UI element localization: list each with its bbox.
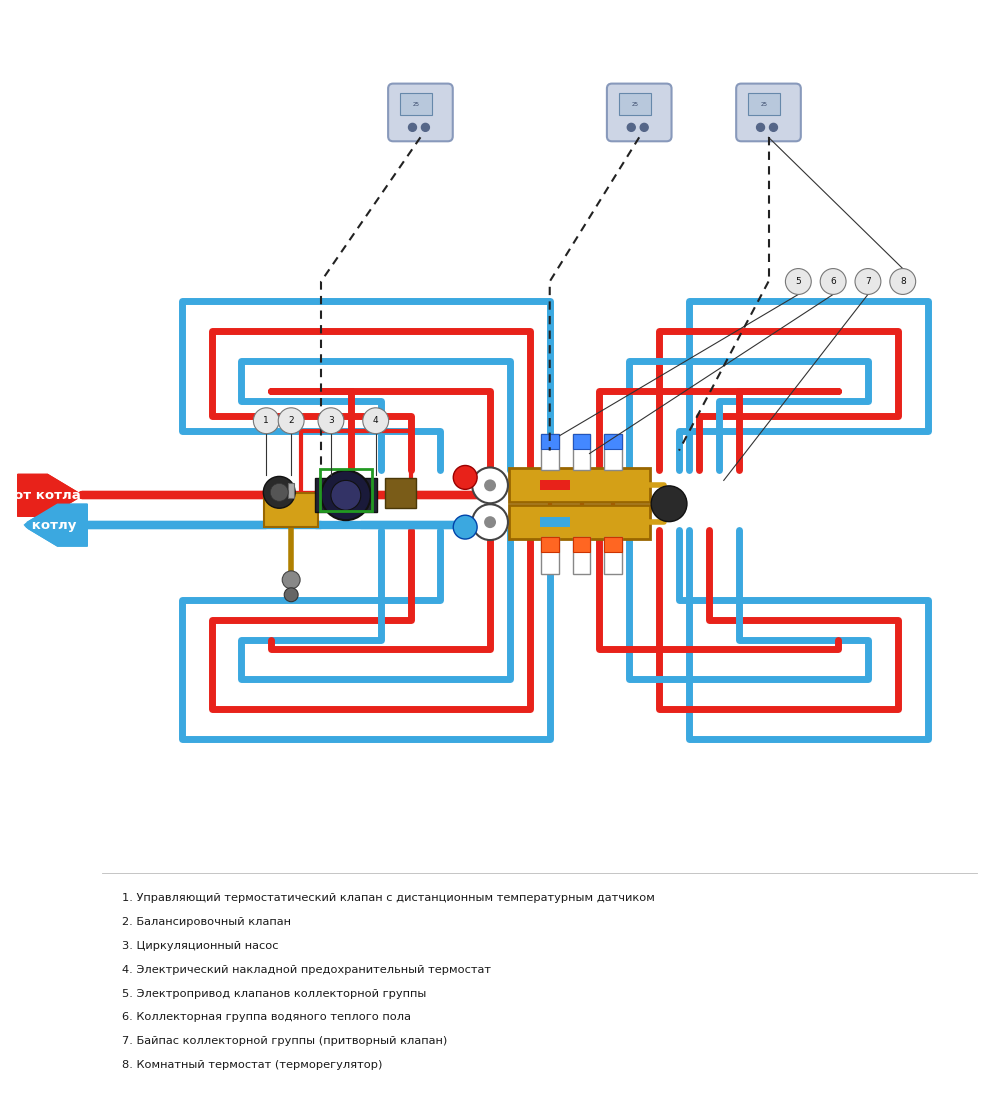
Text: 4: 4 bbox=[373, 416, 379, 426]
Text: 2. Балансировочный клапан: 2. Балансировочный клапан bbox=[122, 917, 291, 927]
Circle shape bbox=[472, 468, 508, 504]
Circle shape bbox=[855, 268, 881, 295]
Text: 3. Циркуляционный насос: 3. Циркуляционный насос bbox=[122, 940, 279, 950]
Text: к котлу: к котлу bbox=[18, 518, 77, 531]
FancyArrow shape bbox=[23, 504, 87, 546]
FancyBboxPatch shape bbox=[400, 94, 432, 115]
Text: 4. Электрический накладной предохранительный термостат: 4. Электрический накладной предохранител… bbox=[122, 965, 491, 975]
Circle shape bbox=[278, 408, 304, 433]
Circle shape bbox=[890, 268, 916, 295]
Circle shape bbox=[785, 268, 811, 295]
Text: 5. Электропривод клапанов коллекторной группы: 5. Электропривод клапанов коллекторной г… bbox=[122, 989, 426, 999]
Text: 7: 7 bbox=[865, 277, 871, 286]
FancyBboxPatch shape bbox=[604, 433, 622, 471]
Text: 1: 1 bbox=[263, 416, 269, 426]
FancyBboxPatch shape bbox=[541, 537, 559, 574]
FancyBboxPatch shape bbox=[604, 537, 622, 552]
Circle shape bbox=[651, 486, 687, 521]
FancyBboxPatch shape bbox=[385, 478, 416, 508]
FancyBboxPatch shape bbox=[573, 537, 590, 574]
FancyBboxPatch shape bbox=[388, 84, 453, 141]
Circle shape bbox=[472, 504, 508, 540]
Circle shape bbox=[820, 268, 846, 295]
Circle shape bbox=[757, 123, 765, 131]
Text: 7. Байпас коллекторной группы (притворный клапан): 7. Байпас коллекторной группы (притворны… bbox=[122, 1036, 447, 1046]
FancyBboxPatch shape bbox=[748, 94, 780, 115]
FancyBboxPatch shape bbox=[736, 84, 801, 141]
Text: 2: 2 bbox=[288, 416, 294, 426]
Circle shape bbox=[282, 571, 300, 588]
Circle shape bbox=[253, 408, 279, 433]
FancyBboxPatch shape bbox=[604, 537, 622, 574]
Circle shape bbox=[453, 465, 477, 490]
Circle shape bbox=[321, 471, 371, 520]
Circle shape bbox=[640, 123, 648, 131]
FancyBboxPatch shape bbox=[573, 537, 590, 552]
Circle shape bbox=[453, 515, 477, 539]
Bar bbox=[540, 481, 570, 491]
FancyArrow shape bbox=[18, 474, 82, 516]
Text: 1. Управляющий термостатический клапан с дистанционным температурным датчиком: 1. Управляющий термостатический клапан с… bbox=[122, 893, 655, 903]
Text: 3: 3 bbox=[328, 416, 334, 426]
Text: 25: 25 bbox=[413, 102, 420, 107]
Text: 6: 6 bbox=[830, 277, 836, 286]
Circle shape bbox=[421, 123, 429, 131]
Text: 6. Коллекторная группа водяного теплого пола: 6. Коллекторная группа водяного теплого … bbox=[122, 1012, 411, 1022]
Bar bbox=[288, 483, 294, 498]
FancyBboxPatch shape bbox=[264, 493, 318, 527]
Circle shape bbox=[331, 481, 361, 510]
Text: от котла: от котла bbox=[16, 488, 79, 502]
FancyBboxPatch shape bbox=[619, 94, 651, 115]
FancyBboxPatch shape bbox=[607, 84, 672, 141]
FancyBboxPatch shape bbox=[541, 537, 559, 552]
Circle shape bbox=[484, 516, 496, 528]
FancyBboxPatch shape bbox=[509, 469, 650, 503]
Circle shape bbox=[627, 123, 635, 131]
FancyArrow shape bbox=[18, 474, 82, 516]
FancyBboxPatch shape bbox=[541, 433, 559, 449]
FancyBboxPatch shape bbox=[573, 433, 590, 449]
FancyBboxPatch shape bbox=[573, 433, 590, 471]
Circle shape bbox=[484, 480, 496, 492]
FancyBboxPatch shape bbox=[509, 505, 650, 539]
Circle shape bbox=[270, 483, 288, 502]
FancyBboxPatch shape bbox=[315, 478, 377, 513]
FancyBboxPatch shape bbox=[541, 433, 559, 471]
Text: 5: 5 bbox=[795, 277, 801, 286]
Bar bbox=[540, 517, 570, 527]
Circle shape bbox=[769, 123, 777, 131]
FancyArrow shape bbox=[23, 504, 87, 546]
Text: к котлу: к котлу bbox=[20, 518, 75, 531]
Circle shape bbox=[263, 476, 295, 508]
Text: 25: 25 bbox=[761, 102, 768, 107]
Text: 8. Комнатный термостат (терморегулятор): 8. Комнатный термостат (терморегулятор) bbox=[122, 1060, 382, 1070]
Text: 25: 25 bbox=[631, 102, 638, 107]
Circle shape bbox=[284, 587, 298, 602]
Circle shape bbox=[318, 408, 344, 433]
Text: от котла: от котла bbox=[14, 488, 81, 502]
FancyBboxPatch shape bbox=[604, 433, 622, 449]
Circle shape bbox=[409, 123, 416, 131]
Text: 8: 8 bbox=[900, 277, 906, 286]
Circle shape bbox=[363, 408, 389, 433]
